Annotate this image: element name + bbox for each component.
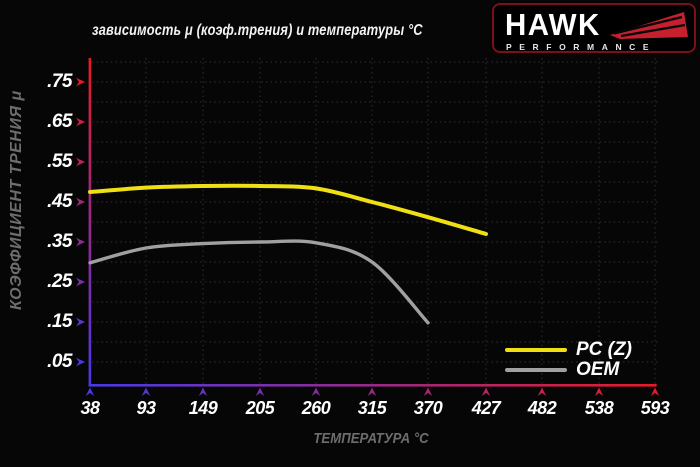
- x-tick-arrow-icon: [481, 387, 491, 396]
- y-tick-label: .45: [47, 190, 72, 212]
- x-tick-arrow-icon: [198, 387, 208, 396]
- y-axis-title: КОЭФФИЦИЕНТ ТРЕНИЯ μ: [8, 90, 25, 310]
- x-tick-label: 315: [357, 398, 387, 418]
- x-tick-arrow-icon: [650, 387, 660, 396]
- x-tick-arrow-icon: [141, 387, 151, 396]
- pc-z-curve: [88, 183, 488, 236]
- legend-swatch: [505, 368, 567, 372]
- y-tick-label: .05: [47, 350, 72, 372]
- y-tick-arrow-icon: [76, 117, 85, 127]
- y-axis-line: [88, 58, 92, 386]
- x-tick-arrow-icon: [255, 387, 265, 396]
- hawk-logo: HAWK PERFORMANCE: [492, 3, 696, 53]
- x-tick-label: 427: [471, 398, 501, 418]
- y-tick-arrow-icon: [76, 237, 85, 247]
- hawk-wing-icon: [610, 12, 688, 39]
- logo-brand-text: HAWK: [505, 7, 601, 42]
- chart-title: зависимость μ (коэф.трения) и температур…: [92, 22, 423, 39]
- y-tick-arrow-icon: [76, 277, 85, 287]
- x-axis-line: [88, 384, 657, 387]
- x-tick-arrow-icon: [85, 387, 95, 396]
- y-tick-label: .75: [47, 70, 72, 92]
- y-tick-arrow-icon: [76, 157, 85, 167]
- legend-label: PC (Z): [576, 339, 632, 360]
- logo-subbrand-text: PERFORMANCE: [506, 42, 657, 52]
- y-tick-label: .15: [47, 310, 72, 332]
- x-tick-label: 482: [527, 398, 557, 418]
- legend-item: PC (Z): [505, 339, 632, 360]
- x-tick-label: 538: [584, 398, 614, 418]
- x-tick-label: 205: [245, 398, 275, 418]
- legend-label: OEM: [576, 359, 620, 380]
- x-tick-arrow-icon: [423, 387, 433, 396]
- x-tick-arrow-icon: [537, 387, 547, 396]
- tick-arrows: [76, 77, 660, 396]
- x-tick-arrow-icon: [367, 387, 377, 396]
- x-tick-label: 260: [301, 398, 331, 418]
- grid: [92, 58, 660, 384]
- y-tick-label: .55: [47, 150, 72, 172]
- x-axis-title: ТЕМПЕРАТУРА °C: [313, 430, 429, 447]
- legend-swatch: [505, 348, 567, 352]
- x-tick-label: 38: [80, 398, 100, 418]
- y-tick-label: .35: [47, 230, 72, 252]
- x-tick-label: 593: [640, 398, 670, 418]
- oem-curve: [88, 239, 430, 325]
- x-tick-arrow-icon: [311, 387, 321, 396]
- x-tick-label: 93: [136, 398, 156, 418]
- y-tick-arrow-icon: [76, 357, 85, 367]
- y-tick-label: .65: [47, 110, 72, 132]
- y-tick-label: .25: [47, 270, 72, 292]
- x-tick-label: 370: [413, 398, 443, 418]
- y-tick-arrow-icon: [76, 77, 85, 87]
- x-tick-arrow-icon: [594, 387, 604, 396]
- x-tick-label: 149: [188, 398, 218, 418]
- y-tick-arrow-icon: [76, 317, 85, 327]
- legend: PC (Z) OEM: [505, 339, 632, 380]
- y-tick-arrow-icon: [76, 197, 85, 207]
- legend-item: OEM: [505, 359, 632, 380]
